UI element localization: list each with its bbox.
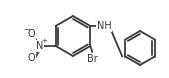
Text: +: + [42, 38, 48, 44]
Text: N: N [36, 41, 43, 51]
Text: NH: NH [97, 21, 112, 31]
Text: O: O [28, 53, 35, 63]
Text: −: − [23, 26, 30, 34]
Text: Br: Br [87, 54, 98, 64]
Text: O: O [28, 29, 35, 39]
